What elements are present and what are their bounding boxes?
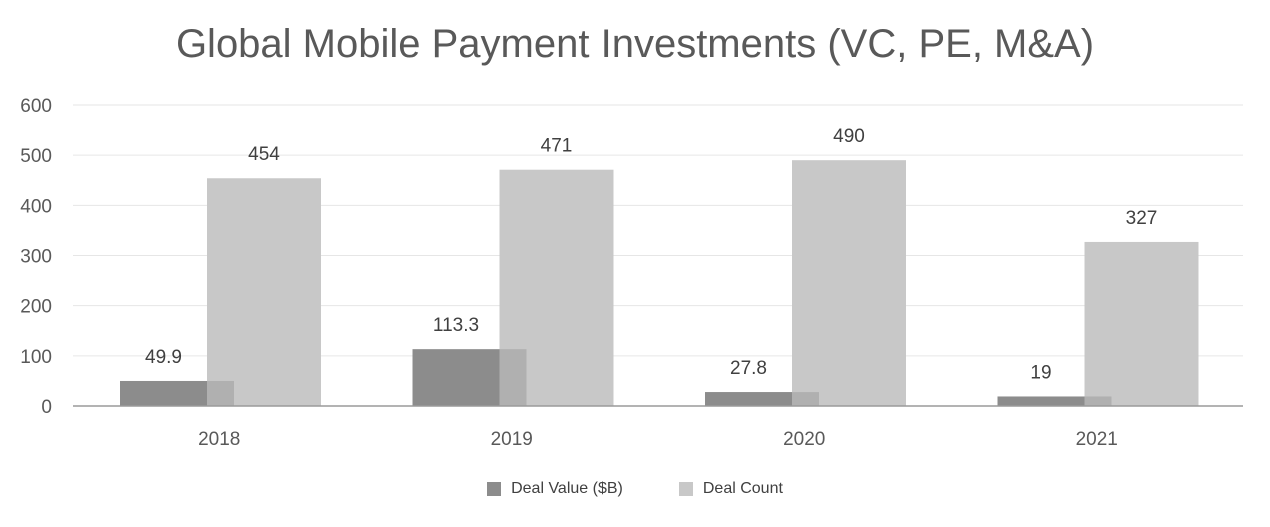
y-tick-label: 100: [20, 347, 52, 368]
data-label-deal-count: 490: [833, 126, 865, 147]
x-tick-label: 2019: [491, 429, 533, 450]
y-tick-label: 0: [41, 397, 52, 418]
data-label-deal-count: 327: [1126, 208, 1158, 229]
bars: [120, 160, 1199, 406]
data-label-deal-value: 19: [1030, 362, 1051, 383]
bar-deal-value-shadow: [499, 349, 527, 406]
bar-deal-value: [705, 392, 792, 406]
bar-deal-count: [1084, 241, 1199, 406]
legend-swatch-deal-value: [487, 482, 502, 496]
bar-deal-value-shadow: [792, 392, 819, 406]
y-tick-label: 500: [20, 146, 52, 167]
bar-deal-count: [207, 178, 321, 406]
x-axis: 2018 2019 2020 2021: [73, 405, 1243, 450]
y-tick-label: 300: [20, 247, 52, 268]
y-axis-ticks: 0 100 200 300 400 500 600: [20, 96, 52, 418]
legend-label-deal-value: Deal Value ($B): [511, 480, 623, 497]
chart-title: Global Mobile Payment Investments (VC, P…: [175, 22, 1095, 66]
data-label-deal-count: 471: [541, 136, 573, 157]
data-label-deal-value: 27.8: [730, 358, 767, 379]
legend-label-deal-count: Deal Count: [702, 480, 783, 497]
bar-deal-value: [997, 396, 1085, 406]
bar-deal-value-shadow: [1084, 396, 1112, 406]
legend: Deal Value ($B) Deal Count: [0, 480, 1270, 498]
legend-item-deal-value: Deal Value ($B): [487, 480, 623, 498]
bar-deal-value: [412, 349, 500, 406]
bar-deal-value: [120, 380, 207, 406]
bar-deal-value-shadow: [207, 380, 234, 406]
data-labels: 49.9 454 113.3 471 27.8 490 19 327: [145, 126, 1157, 383]
x-tick-label: 2018: [198, 429, 240, 450]
y-tick-label: 200: [20, 297, 52, 318]
bar-deal-count: [792, 160, 906, 406]
data-label-deal-value: 113.3: [433, 315, 479, 336]
data-label-deal-value: 49.9: [145, 347, 182, 368]
y-tick-label: 400: [20, 196, 52, 217]
x-tick-label: 2021: [1076, 429, 1118, 450]
legend-swatch-deal-count: [678, 482, 693, 496]
y-tick-label: 600: [20, 96, 52, 117]
x-tick-label: 2020: [783, 429, 825, 450]
legend-item-deal-count: Deal Count: [678, 480, 783, 498]
data-label-deal-count: 454: [248, 144, 280, 165]
